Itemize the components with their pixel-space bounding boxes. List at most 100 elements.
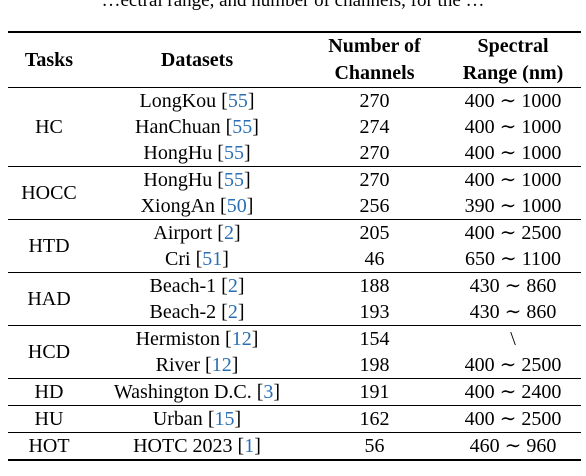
task-cell: HTD <box>28 235 70 257</box>
citation-open-bracket: [ <box>216 301 228 323</box>
citation-open-bracket: [ <box>232 435 245 457</box>
spectral-range-cell: 400 ∼ 1000 <box>464 116 562 138</box>
table-row: HC LongKou [55] 270 400 ∼ 1000 <box>8 87 581 138</box>
spectral-range-cell: 400 ∼ 2500 <box>464 354 562 376</box>
citation-close-bracket: ] <box>237 275 245 297</box>
citation-open-bracket: [ <box>216 90 228 112</box>
spectral-range-cell: 400 ∼ 1000 <box>464 169 562 191</box>
citation-close-bracket: ] <box>247 90 255 112</box>
channels-cell: 270 <box>359 142 390 164</box>
citation-close-bracket: ] <box>233 222 241 244</box>
dataset-name: Cri <box>165 248 191 270</box>
spectral-range-cell: 400 ∼ 1000 <box>464 142 562 164</box>
dataset-name: Beach-2 <box>149 301 217 323</box>
channels-cell: 154 <box>359 328 390 350</box>
spectral-range-cell: 460 ∼ 960 <box>469 435 557 457</box>
citation-link[interactable]: 2 <box>223 222 234 244</box>
citation-link[interactable]: 12 <box>211 354 232 376</box>
header-tasks: Tasks <box>24 48 74 71</box>
citation-open-bracket: [ <box>212 169 224 191</box>
citation-close-bracket: ] <box>254 435 261 457</box>
table-row: River [12] 198 400 ∼ 2500 <box>8 352 581 379</box>
datasets-table: Tasks Datasets Number of Spectral Channe… <box>8 31 581 461</box>
citation-close-bracket: ] <box>246 195 254 217</box>
channels-cell: 256 <box>359 195 390 217</box>
channels-cell: 162 <box>359 408 390 430</box>
channels-cell: 193 <box>359 301 390 323</box>
citation-link[interactable]: 55 <box>232 116 253 138</box>
dataset-cell: HOTC 2023 [1] <box>90 433 304 461</box>
citation-open-bracket: [ <box>215 195 227 217</box>
table-row: HTD Airport [2] 205 400 ∼ 2500 <box>8 219 581 257</box>
table-row: HOCC HongHu [55] 270 400 ∼ 1000 <box>8 166 581 204</box>
citation-close-bracket: ] <box>251 328 259 350</box>
citation-close-bracket: ] <box>243 169 251 191</box>
dataset-name: HongHu <box>143 169 213 191</box>
header-range-line1: Spectral <box>477 35 549 57</box>
task-cell: HCD <box>27 341 71 363</box>
table-row: HOT HOTC 2023 [1] 56 460 ∼ 960 <box>8 432 581 461</box>
task-cell: HOT <box>28 435 70 457</box>
citation-link[interactable]: 2 <box>227 275 238 297</box>
channels-cell: 188 <box>359 275 390 297</box>
citation-link[interactable]: 50 <box>226 195 247 217</box>
spectral-range-cell: 390 ∼ 1000 <box>464 195 562 217</box>
citation-open-bracket: [ <box>216 275 228 297</box>
task-cell: HU <box>34 408 64 430</box>
task-cell: HC <box>35 116 63 138</box>
dataset-cell: Hermiston [12] <box>90 326 304 353</box>
dataset-cell: Airport [2] <box>90 220 304 247</box>
citation-close-bracket: ] <box>231 354 239 376</box>
citation-open-bracket: [ <box>220 328 232 350</box>
citation-link[interactable]: 2 <box>227 301 238 323</box>
citation-link[interactable]: 3 <box>263 381 274 403</box>
citation-link[interactable]: 55 <box>223 142 244 164</box>
dataset-name: Washington D.C. <box>113 381 252 403</box>
task-cell: HOCC <box>21 182 77 204</box>
citation-close-bracket: ] <box>273 381 281 403</box>
dataset-cell: HanChuan [55] <box>90 114 304 140</box>
citation-link[interactable]: 51 <box>202 248 223 270</box>
channels-cell: 274 <box>359 116 390 138</box>
dataset-cell: HongHu [55] <box>90 140 304 167</box>
spectral-range-cell: 400 ∼ 2500 <box>464 408 562 430</box>
citation-close-bracket: ] <box>237 301 245 323</box>
citation-link[interactable]: 15 <box>214 408 235 430</box>
citation-open-bracket: [ <box>202 408 215 430</box>
table-row: HU Urban [15] 162 400 ∼ 2500 <box>8 405 581 433</box>
spectral-range-cell: 430 ∼ 860 <box>469 275 557 297</box>
channels-cell: 205 <box>359 222 390 244</box>
citation-open-bracket: [ <box>200 354 212 376</box>
table-body: HC LongKou [55] 270 400 ∼ 1000 HanChuan [55]… <box>8 87 581 461</box>
dataset-cell: Urban [15] <box>90 406 304 433</box>
table-row: Cri [51] 46 650 ∼ 1100 <box>8 246 581 273</box>
citation-close-bracket: ] <box>243 142 251 164</box>
dataset-cell: River [12] <box>90 352 304 379</box>
table-caption: …ectral range, and number of channels, f… <box>0 0 586 20</box>
dataset-cell: HongHu [55] <box>90 167 304 194</box>
dataset-cell: Washington D.C. [3] <box>90 379 304 406</box>
dataset-cell: Beach-2 [2] <box>90 299 304 326</box>
task-cell: HD <box>34 381 64 403</box>
citation-open-bracket: [ <box>212 222 224 244</box>
dataset-name: Airport <box>153 222 213 244</box>
citation-link[interactable]: 1 <box>244 435 255 457</box>
dataset-name: LongKou <box>139 90 217 112</box>
channels-cell: 270 <box>359 169 390 191</box>
spectral-range-cell: 650 ∼ 1100 <box>464 248 561 270</box>
header-row-2: Channels Range (nm) <box>8 60 581 88</box>
header-range-line2: Range (nm) <box>462 62 564 84</box>
spectral-range-cell: 400 ∼ 1000 <box>464 90 562 112</box>
citation-open-bracket: [ <box>212 142 224 164</box>
table-row: HanChuan [55] 274 400 ∼ 1000 <box>8 114 581 140</box>
table-row: HD Washington D.C. [3] 191 400 ∼ 2400 <box>8 378 581 406</box>
dataset-name: XiongAn <box>140 195 216 217</box>
citation-link[interactable]: 55 <box>227 90 248 112</box>
dataset-name: Beach-1 <box>149 275 217 297</box>
citation-link[interactable]: 55 <box>223 169 244 191</box>
spectral-range-cell: 430 ∼ 860 <box>469 301 557 323</box>
citation-open-bracket: [ <box>251 381 264 403</box>
citation-link[interactable]: 12 <box>231 328 252 350</box>
header-row-1: Tasks Datasets Number of Spectral <box>8 32 581 71</box>
table-row: HAD Beach-1 [2] 188 430 ∼ 860 <box>8 272 581 310</box>
